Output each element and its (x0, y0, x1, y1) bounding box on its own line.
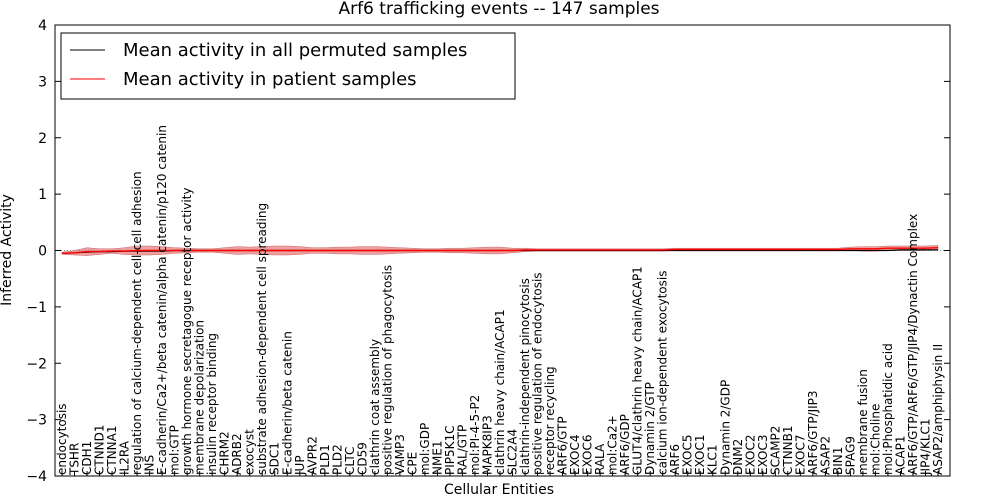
y-tick-label: 3 (38, 74, 47, 90)
x-tick-label: RALA (593, 443, 607, 475)
x-tick-label: mol:Phosphatidic acid (881, 343, 895, 475)
x-tick-label: CTNNA1 (105, 425, 119, 475)
y-tick-label: −4 (26, 469, 47, 485)
y-tick-label: 1 (38, 187, 47, 203)
x-tick-label: endocytosis (55, 403, 69, 475)
x-tick-label: ASAP2/amphiphysin II (931, 344, 945, 475)
x-tick-label: ARF6/GTP/ARF6/GTP/JIP4/Dynactin Complex (906, 214, 920, 475)
x-tick-label: AVPR2 (305, 436, 319, 475)
x-tick-label: positive regulation of endocytosis (531, 272, 545, 475)
x-tick-label: clathrin heavy chain/ACAP1 (493, 309, 507, 475)
x-tick-label: substrate adhesion-dependent cell spread… (255, 203, 269, 475)
x-tick-label: CLTC (343, 447, 357, 475)
x-tick-label: ARF6/GTP/JIP3 (806, 390, 820, 475)
x-tick-label: Dynamin 2/GDP (718, 380, 732, 475)
x-tick-label: CDH1 (80, 441, 94, 475)
x-tick-label: SDC1 (268, 442, 282, 475)
x-tick-label: EXOC7 (793, 435, 807, 476)
x-tick-label: regulation of calcium-dependent cell-cel… (130, 171, 144, 475)
x-tick-label: ACAP1 (893, 436, 907, 475)
x-tick-label: PLD1 (318, 444, 332, 475)
x-tick-label: membrane depolarization (193, 320, 207, 475)
x-tick-label: clathrin coat assembly (368, 339, 382, 475)
x-tick-label: TSHR (68, 443, 82, 476)
x-tick-label: VAMP3 (393, 434, 407, 475)
x-tick-label: CHRM2 (218, 431, 232, 475)
x-tick-label: mol:GTP (168, 425, 182, 475)
y-tick-label: −1 (26, 300, 47, 316)
x-tick-label: NME1 (430, 440, 444, 475)
x-tick-label: GLUT4/clathrin heavy chain/ACAP1 (631, 266, 645, 475)
x-tick-label: BIN1 (831, 447, 845, 475)
x-tick-label: CD59 (355, 442, 369, 475)
x-tick-label: exocyst (243, 429, 257, 475)
x-tick-label: growth hormone secretagogue receptor act… (180, 188, 194, 475)
x-tick-label: E-cadherin/Ca2+/beta catenin/alpha caten… (155, 125, 169, 475)
y-axis: 4 3 2 1 0 −1 −2 −3 −4 (26, 18, 950, 485)
x-tick-label: JUP (293, 455, 307, 476)
x-tick-label: mol:PI-4-5-P2 (468, 395, 482, 475)
x-tick-label: clathrin-independent pinocytosis (518, 278, 532, 475)
x-tick-label: EXOC1 (693, 435, 707, 476)
x-tick-label: IL2RA (118, 440, 132, 475)
x-tick-label: JIP4/KLC1 (918, 418, 932, 476)
chart-title: Arf6 trafficking events -- 147 samples (338, 0, 659, 19)
x-tick-label: DNM2 (731, 439, 745, 475)
x-tick-label: mol:Ca2+ (606, 415, 620, 475)
x-tick-label: EXOC2 (743, 435, 757, 476)
x-tick-label: positive regulation of phagocytosis (380, 265, 394, 475)
series-line-layer (61, 247, 939, 254)
x-tick-label: ARF6/GDP (618, 414, 632, 475)
legend-label-patient: Mean activity in patient samples (123, 69, 417, 90)
x-tick-label: receptor recycling (543, 366, 557, 475)
x-tick-label: INS (143, 455, 157, 475)
legend-label-permuted: Mean activity in all permuted samples (123, 40, 467, 61)
x-tick-label: ARF6/GTP (556, 416, 570, 475)
x-tick-label: ADRB2 (230, 433, 244, 475)
x-tick-label: PLD2 (330, 444, 344, 475)
y-tick-label: 2 (38, 131, 47, 147)
series-line-patient (61, 247, 939, 254)
x-tick-label: calcium ion-dependent exocytosis (656, 271, 670, 476)
legend-box (60, 32, 516, 100)
x-tick-label: CTNNB1 (781, 425, 795, 475)
x-tick-label: ASAP2 (818, 436, 832, 475)
x-tick-label: Dynamin 2/GTP (643, 382, 657, 475)
y-tick-label: −3 (26, 413, 47, 429)
x-tick-label: PIP5K1C (443, 425, 457, 475)
x-tick-label: CPE (405, 452, 419, 475)
x-tick-label: MAPK8IP3 (480, 415, 494, 475)
x-tick-label: SLC2A4 (506, 429, 520, 475)
y-tick-label: 0 (38, 244, 47, 260)
x-tick-label: membrane fusion (856, 369, 870, 475)
x-tick-label: EXOC4 (568, 435, 582, 476)
x-tick-label: KLC1 (706, 444, 720, 475)
x-axis: endocytosisTSHRCDH1CTNND1CTNNA1IL2RAregu… (55, 125, 945, 476)
x-tick-label: RAL/GTP (455, 425, 469, 475)
x-tick-label: CTNND1 (93, 424, 107, 475)
x-tick-label: ARF6 (668, 444, 682, 475)
legend: Mean activity in all permuted samples Me… (60, 32, 516, 100)
x-axis-label: Cellular Entities (444, 482, 554, 498)
x-tick-label: EXOC6 (581, 435, 595, 476)
x-tick-label: mol:GDP (418, 423, 432, 475)
x-tick-label: SCAMP2 (768, 426, 782, 475)
x-tick-label: mol:Choline (868, 404, 882, 475)
x-tick-label: EXOC3 (756, 435, 770, 476)
x-tick-label: insulin receptor binding (205, 333, 219, 475)
x-tick-label: EXOC5 (681, 435, 695, 476)
x-tick-label: SPAG9 (843, 436, 857, 475)
y-tick-label: −2 (26, 356, 47, 372)
y-axis-label: Inferred Activity (0, 194, 15, 306)
x-tick-label: E-cadherin/beta catenin (280, 331, 294, 475)
y-tick-label: 4 (38, 18, 47, 34)
